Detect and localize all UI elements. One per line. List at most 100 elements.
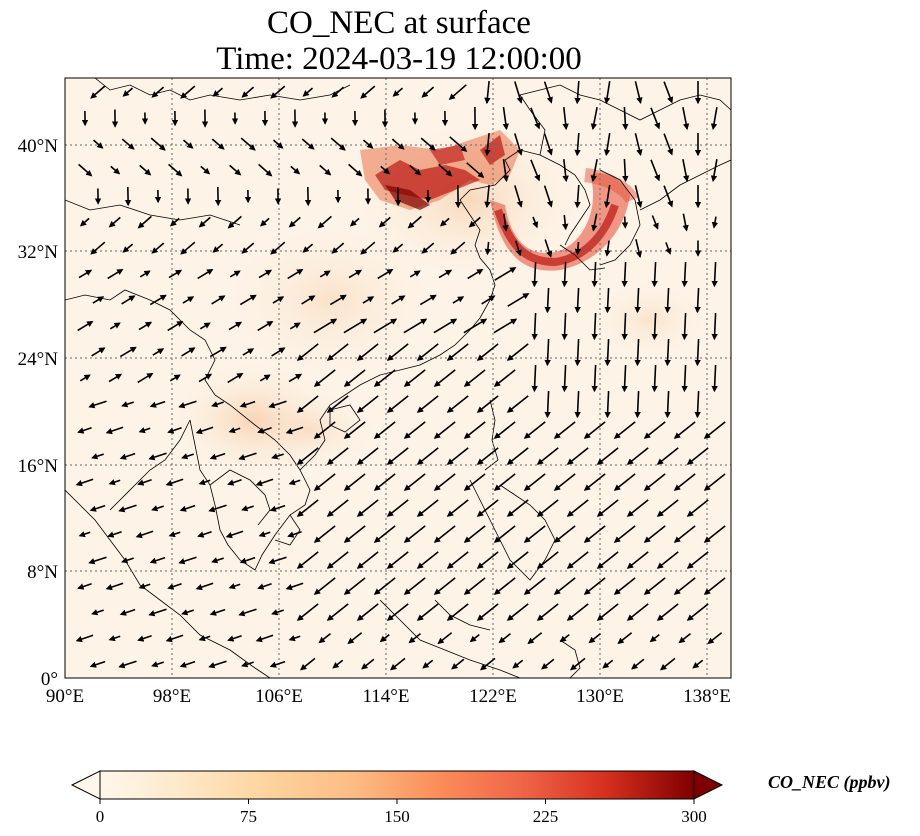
wind-arrow bbox=[178, 556, 197, 565]
wind-arrow bbox=[664, 338, 671, 367]
colorbar-gradient bbox=[99, 770, 695, 800]
wind-arrow bbox=[665, 242, 672, 255]
wind-arrow bbox=[562, 214, 569, 231]
wind-arrow bbox=[392, 87, 404, 97]
wind-arrow bbox=[523, 577, 546, 595]
wind-arrow bbox=[89, 504, 106, 512]
wind-arrow bbox=[527, 632, 543, 645]
wind-arrow bbox=[543, 81, 553, 104]
wind-arrow bbox=[467, 268, 484, 280]
wind-arrow bbox=[433, 577, 456, 595]
wind-arrow bbox=[651, 261, 658, 288]
wind-arrow bbox=[651, 215, 659, 230]
wind-arrow bbox=[296, 603, 319, 621]
wind-arrow bbox=[178, 400, 197, 409]
wind-arrow bbox=[643, 577, 666, 595]
wind-arrow bbox=[484, 241, 492, 256]
wind-arrow bbox=[272, 139, 284, 149]
wind-arrow bbox=[591, 364, 598, 393]
wind-arrow bbox=[238, 608, 257, 617]
wind-arrow bbox=[643, 473, 666, 491]
wind-arrow bbox=[88, 556, 107, 565]
wind-arrow bbox=[343, 473, 366, 491]
map-area bbox=[65, 78, 731, 678]
wind-arrow bbox=[523, 421, 546, 439]
coastlines bbox=[65, 78, 731, 678]
wind-arrow bbox=[269, 504, 286, 512]
wind-arrow bbox=[403, 525, 426, 543]
x-tick-label: 106°E bbox=[255, 686, 303, 707]
wind-arrow bbox=[137, 372, 154, 384]
wind-arrow bbox=[272, 296, 285, 304]
wind-arrow bbox=[77, 583, 92, 590]
y-tick-label: 32°N bbox=[18, 242, 59, 263]
wind-arrow bbox=[476, 343, 499, 361]
wind-arrow bbox=[634, 390, 641, 419]
wind-arrow bbox=[596, 499, 619, 517]
wind-arrow bbox=[502, 158, 509, 183]
wind-arrow bbox=[386, 395, 409, 413]
wind-arrow bbox=[502, 106, 509, 131]
wind-arrow bbox=[622, 158, 629, 183]
wind-arrow bbox=[257, 583, 272, 590]
wind-arrow bbox=[108, 373, 123, 383]
wind-arrow bbox=[590, 159, 598, 183]
wind-arrow bbox=[78, 531, 91, 538]
wind-arrow bbox=[531, 312, 538, 341]
wind-arrow bbox=[209, 346, 227, 358]
wind-arrow bbox=[561, 261, 568, 288]
wind-arrow bbox=[409, 270, 421, 278]
wind-arrow bbox=[149, 294, 167, 306]
wind-arrow bbox=[541, 658, 555, 670]
title-line-2: Time: 2024-03-19 12:00:00 bbox=[216, 41, 582, 77]
wind-arrow bbox=[373, 473, 396, 491]
wind-arrow bbox=[229, 164, 242, 176]
wind-arrow bbox=[258, 163, 273, 177]
wind-arrow bbox=[574, 80, 581, 105]
wind-arrow bbox=[212, 243, 224, 253]
wind-arrow bbox=[107, 268, 124, 280]
wind-arrow bbox=[227, 372, 244, 384]
wind-arrow bbox=[150, 137, 166, 151]
wind-arrow bbox=[449, 136, 468, 153]
wind-arrow bbox=[356, 603, 379, 621]
wind-arrow bbox=[544, 287, 551, 314]
wind-arrow bbox=[635, 239, 643, 259]
wind-arrow bbox=[332, 659, 344, 669]
wind-arrow bbox=[239, 400, 256, 408]
wind-arrow bbox=[121, 401, 134, 408]
wind-arrow bbox=[167, 583, 182, 590]
wind-arrow bbox=[463, 473, 486, 491]
wind-arrow bbox=[208, 504, 227, 513]
wind-arrow bbox=[258, 531, 271, 538]
wind-arrow bbox=[451, 658, 465, 670]
wind-arrow bbox=[416, 395, 439, 413]
wind-arrow bbox=[574, 338, 581, 367]
wind-arrow bbox=[437, 632, 453, 645]
wind-arrow bbox=[681, 261, 688, 288]
wind-arrow bbox=[583, 577, 606, 595]
wind-arrow bbox=[566, 499, 589, 517]
colorbar-label: CO_NEC (ppbv) bbox=[768, 772, 891, 792]
wind-arrow bbox=[403, 369, 426, 387]
wind-arrow bbox=[268, 556, 287, 565]
wind-arrow bbox=[211, 557, 224, 564]
wind-arrow bbox=[208, 660, 227, 669]
wind-arrow bbox=[531, 364, 538, 393]
wind-arrow bbox=[137, 479, 152, 486]
wind-arrow bbox=[343, 577, 366, 595]
wind-arrow bbox=[227, 215, 242, 229]
wind-arrow bbox=[288, 635, 301, 642]
wind-arrow bbox=[514, 133, 523, 156]
wind-arrow bbox=[562, 107, 569, 131]
wind-arrow bbox=[711, 261, 718, 288]
wind-arrow bbox=[138, 583, 151, 590]
wind-arrow bbox=[506, 395, 529, 413]
wind-arrow bbox=[530, 159, 541, 182]
wind-arrow bbox=[75, 634, 94, 643]
wind-arrow bbox=[356, 395, 379, 413]
wind-arrow bbox=[259, 217, 270, 227]
wind-arrow bbox=[343, 421, 366, 439]
wind-arrow bbox=[446, 447, 469, 465]
